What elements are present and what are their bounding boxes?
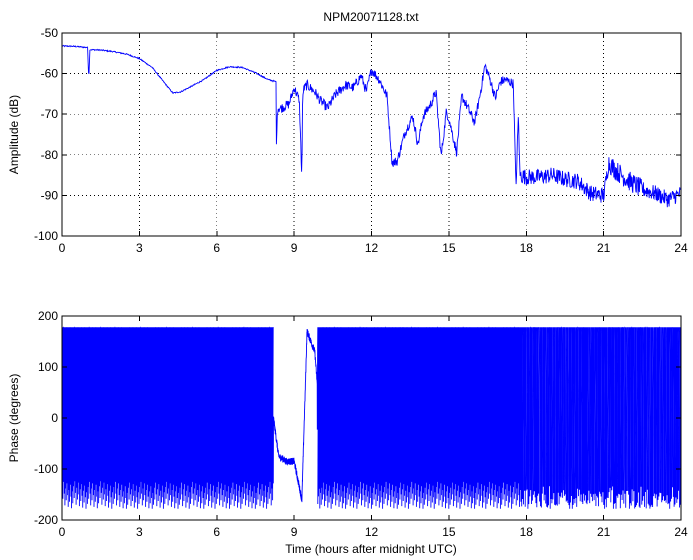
amplitude-ticks: 0 3 6 9 12 15 18 21 24 -100 -90 -80 -70 -60 -50: [34, 26, 688, 255]
phase-xtick-label-0: 0: [59, 525, 66, 539]
amplitude-ytick-label-2: -80: [41, 148, 59, 162]
amplitude-xtick-label-2: 6: [213, 241, 220, 255]
phase-ytick-label-0: -200: [34, 513, 58, 527]
amplitude-ytick-label-1: -90: [41, 188, 59, 202]
phase-ytick-label-3: 100: [38, 360, 58, 374]
phase-xtick-label-8: 24: [674, 525, 688, 539]
amplitude-ytick-label-5: -50: [41, 26, 59, 40]
phase-ytick-label-2: 0: [51, 411, 58, 425]
amplitude-series-line: [61, 44, 682, 208]
amplitude-xtick-label-1: 3: [136, 241, 143, 255]
phase-xtick-label-5: 15: [442, 525, 456, 539]
amplitude-ytick-label-0: -100: [34, 229, 58, 243]
phase-xtick-label-4: 12: [365, 525, 379, 539]
amplitude-xtick-label-4: 12: [365, 241, 379, 255]
amplitude-ytick-label-4: -60: [41, 67, 59, 81]
phase-xtick-label-1: 3: [136, 525, 143, 539]
phase-plot-area: [61, 326, 682, 509]
amplitude-ylabel: Amplitude (dB): [7, 95, 21, 174]
phase-xtick-label-2: 6: [213, 525, 220, 539]
phase-axes: 0 3 6 9 12 15 18 21 24 -200 -100 0 100 200 Phase (deg…: [7, 309, 688, 556]
amplitude-xtick-label-6: 18: [520, 241, 534, 255]
chart-title: NPM20071128.txt: [323, 10, 419, 24]
phase-ticks: 0 3 6 9 12 15 18 21 24 -200 -100 0 100 200: [34, 309, 688, 539]
phase-ytick-label-4: 200: [38, 309, 58, 323]
phase-ylabel: Phase (degrees): [7, 374, 21, 463]
amplitude-grid: [62, 33, 681, 236]
phase-series-line: [61, 326, 682, 509]
phase-ytick-label-1: -100: [34, 462, 58, 476]
phase-xtick-label-7: 21: [597, 525, 611, 539]
amplitude-axes: 0 3 6 9 12 15 18 21 24 -100 -90 -80 -70 -60 -50 Amplit…: [7, 26, 688, 255]
amplitude-plot-area: [61, 44, 682, 208]
amplitude-xtick-label-7: 21: [597, 241, 611, 255]
amplitude-ytick-label-3: -70: [41, 107, 59, 121]
phase-xlabel: Time (hours after midnight UTC): [285, 542, 457, 556]
amplitude-xtick-label-3: 9: [291, 241, 298, 255]
amplitude-xtick-label-8: 24: [674, 241, 688, 255]
phase-xtick-label-3: 9: [291, 525, 298, 539]
amplitude-xtick-label-0: 0: [59, 241, 66, 255]
amplitude-xtick-label-5: 15: [442, 241, 456, 255]
phase-xtick-label-6: 18: [520, 525, 534, 539]
